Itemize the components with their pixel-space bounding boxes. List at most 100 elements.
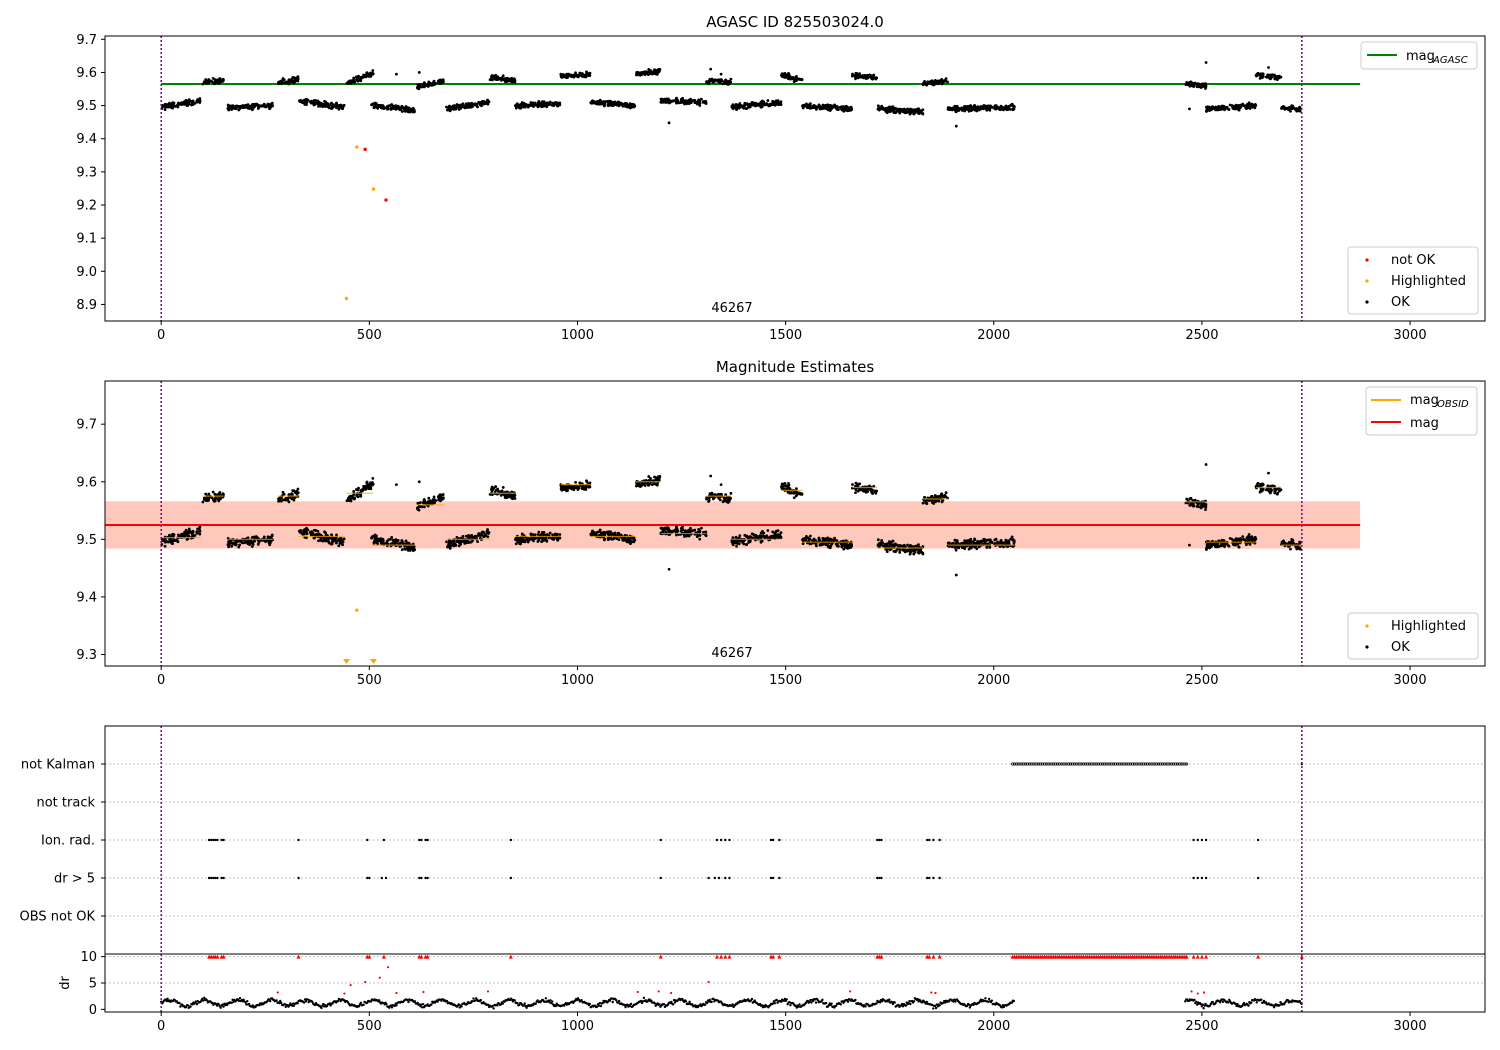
ok-point <box>1227 108 1231 111</box>
ok-point <box>660 101 664 104</box>
ok-point <box>520 102 524 106</box>
ok-point <box>998 107 1001 111</box>
ok-point <box>501 486 505 489</box>
p1-xtick-label: 2500 <box>1185 328 1218 343</box>
ok-point <box>184 98 188 102</box>
ok-point <box>789 77 793 81</box>
ok-point <box>603 537 607 541</box>
ok-point <box>437 494 441 498</box>
ok-point <box>681 100 685 104</box>
ok-point <box>704 534 708 538</box>
ok-point <box>828 537 832 541</box>
ok-point <box>996 540 999 544</box>
ok-point <box>677 101 681 105</box>
ok-point <box>574 71 577 75</box>
ok-point <box>666 527 670 530</box>
ok-point <box>784 73 788 77</box>
ok-point <box>251 107 255 110</box>
ok-point <box>324 539 327 543</box>
ok-point <box>1261 75 1265 78</box>
ok-point <box>924 501 928 505</box>
ok-point <box>518 104 522 108</box>
ok-point <box>427 496 431 500</box>
ok-point <box>752 101 756 105</box>
ok-point <box>797 77 801 81</box>
ok-point <box>1006 108 1010 112</box>
ok-point <box>370 481 374 484</box>
ok-point <box>1204 508 1207 511</box>
ok-point <box>238 107 242 111</box>
ok-point <box>418 505 422 508</box>
ok-point <box>381 106 385 109</box>
ok-point <box>909 549 913 552</box>
ok-point <box>477 533 480 537</box>
ok-point <box>697 98 701 102</box>
ok-point <box>337 537 341 541</box>
ok-point <box>788 75 792 78</box>
ok-point <box>894 543 898 547</box>
ok-point <box>216 78 220 82</box>
ok-point <box>891 107 895 111</box>
ok-point <box>856 74 860 77</box>
ok-point <box>536 540 540 543</box>
ok-point <box>234 105 238 109</box>
ok-point <box>373 533 377 537</box>
ok-point <box>920 109 924 112</box>
ok-point <box>979 105 983 108</box>
ok-point <box>284 81 288 85</box>
ok-point <box>759 531 763 535</box>
ok-point <box>305 532 309 535</box>
ok-point <box>711 497 715 501</box>
ok-point <box>793 491 796 495</box>
ok-point <box>300 100 304 104</box>
ok-point <box>1188 504 1192 507</box>
p1-xtick-label: 2000 <box>977 328 1010 343</box>
ok-point <box>917 112 921 115</box>
p1-xtick-label: 3000 <box>1394 328 1427 343</box>
ok-point <box>610 533 614 536</box>
panel-magnitude-estimates: Magnitude Estimates 0 500 1000 1500 2000 2500… <box>76 358 1486 688</box>
ok-point <box>977 106 981 110</box>
ok-point <box>518 538 522 541</box>
ok-point <box>231 542 235 545</box>
ok-point <box>1232 543 1235 546</box>
ok-point <box>996 105 999 109</box>
ok-point <box>207 496 210 500</box>
ok-point <box>1241 535 1245 539</box>
p1-ytick-label: 9.4 <box>76 132 97 147</box>
ok-point <box>172 533 176 537</box>
ok-point <box>633 538 637 542</box>
ok-point <box>282 492 286 496</box>
ok-point <box>248 107 251 111</box>
ok-point <box>468 105 472 109</box>
ok-point <box>330 542 334 546</box>
ok-point <box>230 108 234 111</box>
ok-point <box>698 104 702 107</box>
ok-point <box>745 535 748 539</box>
ok-point <box>649 477 652 480</box>
ok-point <box>780 74 784 78</box>
ok-point <box>973 537 976 541</box>
ok-point <box>204 492 208 496</box>
ok-point <box>684 99 688 103</box>
ok-point <box>296 75 300 79</box>
ok-point <box>609 530 613 534</box>
ok-point <box>451 106 455 110</box>
ok-point <box>888 105 891 109</box>
ok-point <box>168 104 172 108</box>
ok-point <box>1189 80 1193 84</box>
ok-point <box>1188 107 1191 111</box>
ok-point <box>847 109 851 112</box>
ok-point <box>482 530 486 534</box>
ok-point <box>337 104 341 107</box>
ok-point <box>670 100 673 104</box>
ok-point <box>326 101 329 105</box>
ok-point <box>954 124 958 128</box>
ok-point <box>936 80 940 84</box>
ok-point <box>482 534 485 538</box>
ok-point <box>698 533 702 537</box>
ok-point <box>697 528 701 531</box>
ok-point <box>806 106 810 109</box>
ok-point <box>340 542 344 546</box>
ok-point <box>309 100 313 104</box>
